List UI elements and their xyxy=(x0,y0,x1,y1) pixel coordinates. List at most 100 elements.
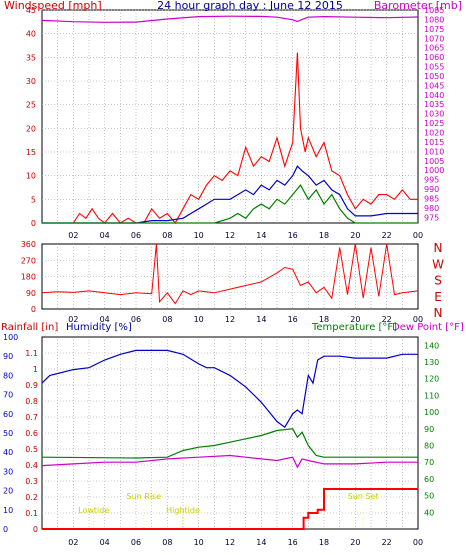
humidity-tick: 50 xyxy=(3,429,13,438)
barometer-tick: 1080 xyxy=(424,15,444,24)
rainfall-axis-label: Rainfall [in] xyxy=(1,322,58,333)
temperature-axis-label: Temperature [°F] xyxy=(311,322,397,333)
windspeed-axis-label: Windspeed [mph] xyxy=(4,0,102,12)
rainfall-tick: 0.2 xyxy=(25,493,38,502)
rain-hum-temp-x-tick: 22 xyxy=(382,538,392,547)
humidity-tick: 100 xyxy=(3,333,18,342)
rain-hum-temp-x-tick: 16 xyxy=(288,538,298,547)
humidity-tick: 30 xyxy=(3,467,13,476)
temperature-tick: 130 xyxy=(424,358,439,367)
temperature-tick: 120 xyxy=(424,375,439,384)
rainfall-tick: 0.9 xyxy=(25,381,38,390)
humidity-tick: 0 xyxy=(3,525,8,534)
compass-label: N xyxy=(434,241,443,255)
rain-hum-temp-x-tick: 18 xyxy=(319,538,329,547)
windspeed-tick: 30 xyxy=(26,77,36,86)
wind-dir-x-tick: 20 xyxy=(350,315,360,324)
compass-label: W xyxy=(432,257,444,271)
rain-hum-temp-x-tick: 20 xyxy=(350,538,360,547)
barometer-series-line xyxy=(41,15,419,23)
wind-baro-x-tick: 04 xyxy=(100,231,110,240)
wind-dir-x-tick: 14 xyxy=(256,315,266,324)
wind-baro-x-tick: 14 xyxy=(256,231,266,240)
wind-baro-x-tick: 22 xyxy=(382,231,392,240)
rain-hum-temp-x-tick: 12 xyxy=(225,538,235,547)
barometer-tick: 980 xyxy=(424,204,439,213)
rain-hum-temp-x-tick: 04 xyxy=(100,538,110,547)
rain-hum-temp-x-tick: 10 xyxy=(194,538,204,547)
humidity-series-line xyxy=(41,349,418,429)
barometer-tick: 1015 xyxy=(424,138,444,147)
humidity-tick: 80 xyxy=(3,371,13,380)
direction-tick: 360 xyxy=(21,240,36,249)
wind-dir-x-tick: 22 xyxy=(382,315,392,324)
direction-tick: 0 xyxy=(31,305,36,314)
temperature-tick: 50 xyxy=(424,492,434,501)
barometer-tick: 1010 xyxy=(424,147,444,156)
barometer-tick: 1035 xyxy=(424,100,444,109)
wind-dir-x-tick: 00 xyxy=(413,315,423,324)
wind-baro-frame xyxy=(41,9,419,224)
event-label: Hightide xyxy=(166,506,200,515)
windspeed-tick: 10 xyxy=(26,172,36,181)
wind-baro-x-tick: 10 xyxy=(194,231,204,240)
average-series-line xyxy=(42,165,418,224)
barometer-tick: 985 xyxy=(424,194,439,203)
humidity-tick: 40 xyxy=(3,448,13,457)
dewpoint-series-line xyxy=(41,454,418,469)
rain-hum-temp-x-tick: 08 xyxy=(162,538,172,547)
rainfall-tick: 0.4 xyxy=(25,461,38,470)
rainfall-tick: 1.1 xyxy=(25,349,38,358)
wind-dir-x-tick: 06 xyxy=(131,315,141,324)
event-label: Sun Set xyxy=(348,492,379,501)
temperature-tick: 100 xyxy=(424,408,439,417)
low-series-line xyxy=(42,184,418,224)
rainfall-tick: 0.6 xyxy=(25,429,38,438)
rainfall-tick: 0.7 xyxy=(25,413,38,422)
compass-label: S xyxy=(434,274,442,288)
wind-dir-x-tick: 18 xyxy=(319,315,329,324)
humidity-tick: 20 xyxy=(3,487,13,496)
temperature-tick: 40 xyxy=(424,508,434,517)
wind-dir-x-tick: 02 xyxy=(68,315,78,324)
direction-tick: 180 xyxy=(21,273,36,282)
barometer-tick: 1070 xyxy=(424,34,444,43)
rain-hum-temp-panel: 010203040506070809010000.10.20.30.40.50.… xyxy=(1,322,464,547)
windspeed-tick: 0 xyxy=(31,219,36,228)
humidity-tick: 10 xyxy=(3,506,13,515)
chart-title: 24 hour graph day : June 12 2015 xyxy=(157,0,343,12)
barometer-tick: 995 xyxy=(424,176,439,185)
event-label: Sun Rise xyxy=(127,492,162,501)
barometer-tick: 1050 xyxy=(424,72,444,81)
temperature-tick: 140 xyxy=(424,341,439,350)
event-label: Lowtide xyxy=(78,506,109,515)
barometer-tick: 1065 xyxy=(424,44,444,53)
temperature-tick: 70 xyxy=(424,458,434,467)
rainfall-tick: 0.3 xyxy=(25,477,38,486)
wind-dir-x-tick: 08 xyxy=(162,315,172,324)
barometer-tick: 990 xyxy=(424,185,439,194)
rain-hum-temp-x-tick: 14 xyxy=(256,538,266,547)
direction-series-line xyxy=(41,243,419,305)
barometer-tick: 975 xyxy=(424,213,439,222)
rainfall-tick: 0.5 xyxy=(25,445,38,454)
humidity-axis-label: Humidity [%] xyxy=(66,322,132,333)
barometer-tick: 1085 xyxy=(424,6,444,15)
direction-tick: 270 xyxy=(21,256,36,265)
wind-baro-x-tick: 00 xyxy=(413,231,423,240)
barometer-tick: 1000 xyxy=(424,166,444,175)
barometer-tick: 1020 xyxy=(424,129,444,138)
rainfall-tick: 0 xyxy=(33,525,38,534)
windspeed-tick: 5 xyxy=(31,195,36,204)
windspeed-tick: 25 xyxy=(26,101,36,110)
rainfall-series-line xyxy=(42,488,418,530)
rainfall-tick: 0.8 xyxy=(25,397,38,406)
barometer-tick: 1060 xyxy=(424,53,444,62)
windspeed-tick: 45 xyxy=(26,6,36,15)
rain-hum-temp-x-tick: 06 xyxy=(131,538,141,547)
compass-label: E xyxy=(434,290,442,304)
rainfall-tick: 0.1 xyxy=(25,509,38,518)
temperature-tick: 60 xyxy=(424,475,434,484)
